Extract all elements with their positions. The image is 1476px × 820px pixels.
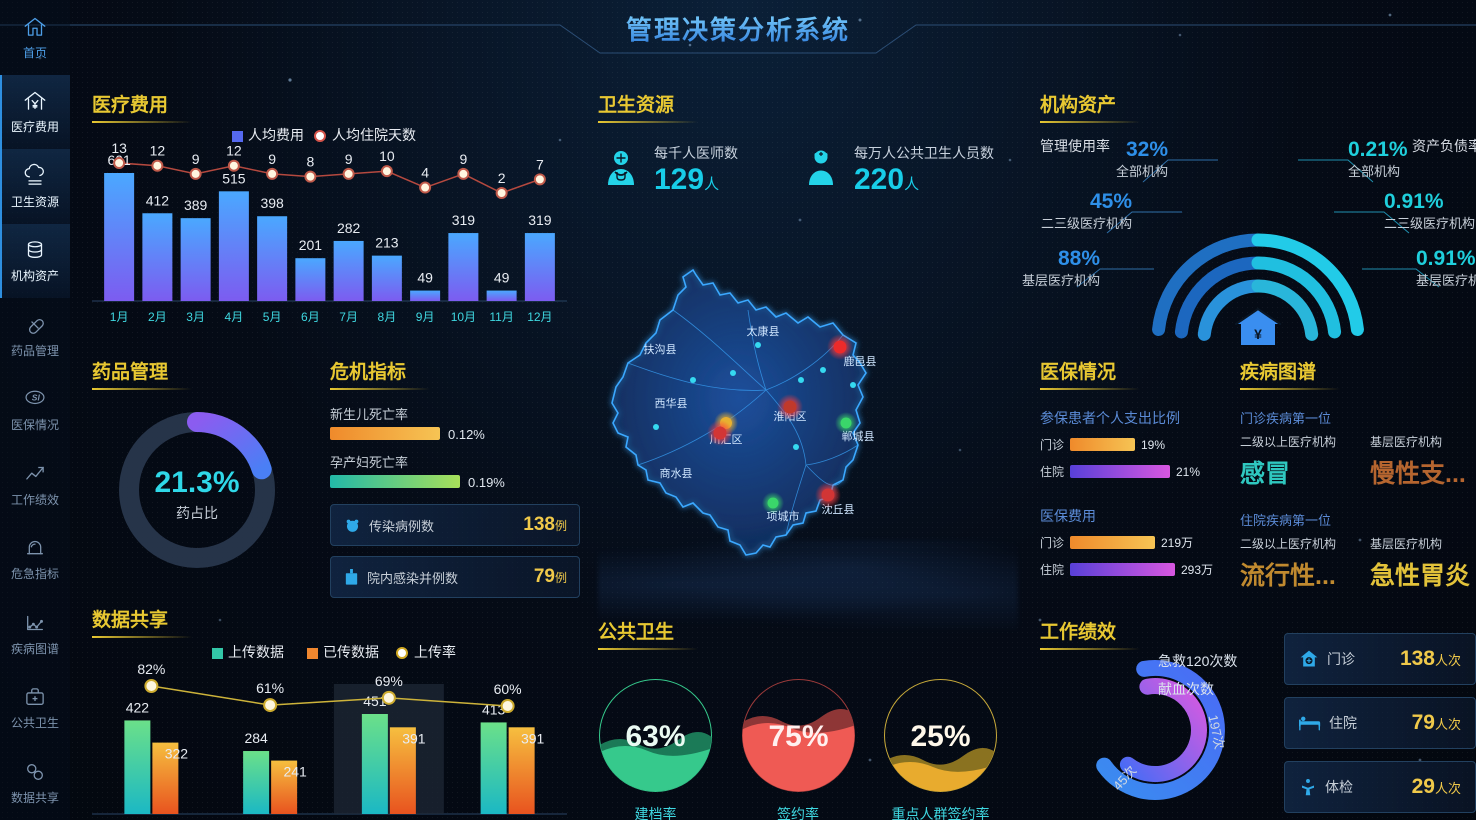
svg-text:9: 9	[192, 151, 200, 167]
svg-text:12月: 12月	[527, 310, 552, 324]
svg-text:4月: 4月	[225, 310, 244, 324]
svg-text:已传数据: 已传数据	[323, 644, 379, 660]
svg-text:商水县: 商水县	[660, 466, 693, 480]
svg-text:69%: 69%	[375, 673, 403, 689]
svg-text:基层医疗机构: 基层医疗机构	[1022, 273, 1100, 288]
svg-text:12: 12	[226, 143, 242, 159]
svg-text:49: 49	[494, 270, 510, 286]
svg-text:10月: 10月	[451, 310, 476, 324]
svg-text:二三级医疗机构: 二三级医疗机构	[1041, 216, 1132, 231]
svg-text:4: 4	[421, 165, 429, 181]
svg-text:61%: 61%	[256, 680, 284, 696]
svg-text:422: 422	[126, 699, 150, 715]
svg-text:412: 412	[146, 192, 170, 208]
svg-text:319: 319	[528, 212, 552, 228]
svg-text:扶沟县: 扶沟县	[644, 342, 677, 356]
svg-text:0.21%: 0.21%	[1348, 138, 1408, 161]
svg-text:391: 391	[402, 730, 426, 746]
svg-text:9月: 9月	[416, 310, 435, 324]
svg-text:319: 319	[452, 212, 476, 228]
svg-text:398: 398	[260, 195, 284, 211]
svg-text:太康县: 太康县	[747, 324, 780, 338]
svg-text:6月: 6月	[301, 310, 320, 324]
svg-text:2月: 2月	[148, 310, 167, 324]
svg-text:全部机构: 全部机构	[1348, 164, 1400, 179]
svg-text:SI: SI	[32, 393, 41, 403]
svg-text:9: 9	[268, 151, 276, 167]
svg-text:7月: 7月	[339, 310, 358, 324]
svg-text:5月: 5月	[263, 310, 282, 324]
svg-text:389: 389	[184, 197, 208, 213]
svg-text:322: 322	[165, 746, 189, 762]
svg-text:8: 8	[306, 154, 314, 170]
svg-text:88%: 88%	[1058, 247, 1100, 270]
svg-text:284: 284	[244, 730, 268, 746]
svg-text:282: 282	[337, 220, 361, 236]
svg-text:25%: 25%	[910, 720, 970, 753]
svg-text:32%: 32%	[1126, 138, 1168, 161]
svg-text:201: 201	[299, 237, 323, 253]
svg-text:45%: 45%	[1090, 190, 1132, 213]
svg-text:1月: 1月	[110, 310, 129, 324]
svg-text:391: 391	[521, 730, 545, 746]
svg-text:2: 2	[498, 170, 506, 186]
svg-text:241: 241	[283, 764, 307, 780]
svg-text:8月: 8月	[378, 310, 397, 324]
svg-text:75%: 75%	[768, 720, 828, 753]
svg-text:13: 13	[111, 140, 127, 156]
svg-text:全部机构: 全部机构	[1116, 164, 1168, 179]
svg-text:82%: 82%	[137, 661, 165, 677]
svg-text:上传数据: 上传数据	[228, 644, 284, 660]
svg-text:3月: 3月	[186, 310, 205, 324]
svg-text:213: 213	[375, 235, 399, 251]
svg-text:西华县: 西华县	[655, 396, 688, 410]
svg-text:63%: 63%	[625, 720, 685, 753]
svg-text:9: 9	[345, 151, 353, 167]
svg-text:二三级医疗机构: 二三级医疗机构	[1384, 216, 1475, 231]
svg-text:11月: 11月	[489, 310, 513, 324]
svg-text:药占比: 药占比	[176, 505, 218, 521]
svg-text:7: 7	[536, 156, 544, 172]
svg-text:0.91%: 0.91%	[1384, 190, 1444, 213]
svg-text:21.3%: 21.3%	[154, 466, 239, 499]
svg-text:9: 9	[459, 151, 467, 167]
svg-text:基层医疗机构: 基层医疗机构	[1416, 273, 1476, 288]
svg-text:60%: 60%	[494, 681, 522, 697]
svg-text:49: 49	[417, 270, 433, 286]
svg-text:0.91%: 0.91%	[1416, 247, 1476, 270]
svg-text:人均住院天数: 人均住院天数	[332, 127, 416, 143]
svg-text:人均费用: 人均费用	[248, 127, 304, 143]
svg-text:¥: ¥	[1254, 326, 1262, 342]
svg-text:10: 10	[379, 148, 395, 164]
svg-text:515: 515	[222, 170, 246, 186]
svg-text:12: 12	[150, 143, 166, 159]
svg-text:上传率: 上传率	[414, 644, 456, 660]
